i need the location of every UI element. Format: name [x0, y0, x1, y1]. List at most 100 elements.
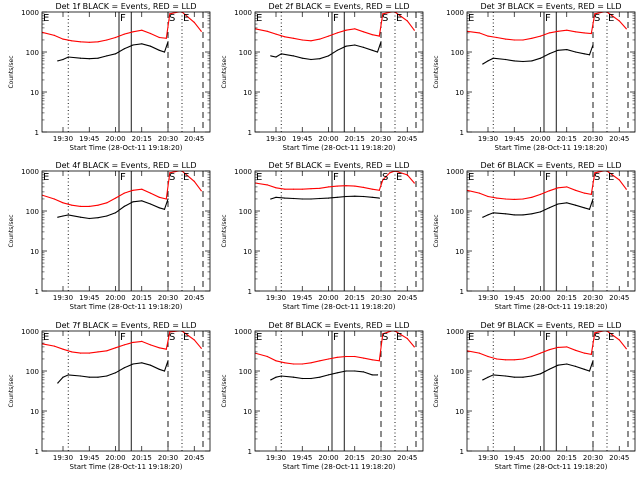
- x-tick-label: 20:00: [530, 294, 550, 302]
- marker-label: S: [169, 13, 175, 24]
- series-point: [301, 198, 303, 200]
- series-point: [487, 35, 489, 37]
- series-point: [158, 207, 160, 209]
- series-point: [270, 55, 272, 57]
- x-tick-label: 20:00: [318, 294, 338, 302]
- x-tick-label: 19:30: [266, 135, 286, 143]
- series-point: [531, 213, 533, 215]
- marker-label: E: [608, 172, 614, 183]
- series-point: [548, 368, 550, 370]
- x-tick-label: 20:45: [397, 454, 417, 462]
- series-point: [336, 32, 338, 34]
- series-point: [557, 364, 559, 366]
- series-point: [71, 351, 73, 353]
- y-tick-label: 1: [248, 129, 252, 137]
- y-tick-label: 100: [239, 368, 252, 376]
- series-point: [625, 188, 627, 190]
- y-tick-label: 100: [239, 208, 252, 216]
- marker-label: F: [545, 13, 551, 24]
- plot-frame: [466, 330, 636, 452]
- series-events: [57, 41, 169, 62]
- series-point: [539, 352, 542, 354]
- marker-label: E: [396, 172, 402, 183]
- series-point: [382, 333, 384, 335]
- series-point: [319, 197, 321, 200]
- series-point: [62, 348, 64, 350]
- series-point: [62, 215, 64, 217]
- y-tick-label: 10: [455, 248, 464, 256]
- series-point: [539, 193, 542, 195]
- series-point: [275, 33, 277, 35]
- panel-title: Det 6f BLACK = Events, RED = LLD: [480, 161, 621, 170]
- marker-label: F: [545, 332, 551, 343]
- series-point: [354, 195, 356, 197]
- y-tick-label: 1000: [446, 328, 464, 336]
- x-tick-label: 19:45: [292, 454, 312, 462]
- series-point: [275, 360, 277, 362]
- x-tick-label: 19:30: [53, 135, 73, 143]
- series-point: [123, 33, 125, 35]
- x-axis-label: Start Time (28-Oct-11 19:18:20): [283, 463, 396, 471]
- panel-7: Det 7f BLACK = Events, RED = LLD Counts/s…: [8, 321, 211, 471]
- series-point: [149, 192, 152, 194]
- series-point: [301, 363, 303, 365]
- marker-label: E: [256, 332, 262, 343]
- x-tick-label: 20:30: [158, 454, 178, 462]
- y-tick-label: 1000: [234, 9, 252, 17]
- series-point: [165, 198, 167, 200]
- series-point: [378, 35, 380, 37]
- series-point: [79, 57, 82, 59]
- series-point: [106, 202, 108, 204]
- panel-1: Det 1f BLACK = Events, RED = LLD Counts/s…: [8, 2, 211, 152]
- series-point: [354, 370, 356, 372]
- marker-label: E: [468, 332, 474, 343]
- y-tick-label: 100: [451, 49, 464, 57]
- series-point: [57, 382, 59, 384]
- x-tick-label: 20:00: [530, 454, 550, 462]
- series-point: [496, 36, 498, 39]
- plot-frame: [41, 330, 211, 452]
- series-point: [106, 375, 108, 377]
- x-tick-label: 20:15: [557, 454, 577, 462]
- series-point: [158, 36, 160, 39]
- series-point: [114, 53, 117, 55]
- series-point: [158, 196, 160, 198]
- marker-label: E: [396, 332, 402, 343]
- series-point: [114, 36, 117, 39]
- series-point: [319, 58, 321, 60]
- x-tick-label: 19:45: [79, 454, 99, 462]
- series-point: [625, 348, 627, 350]
- series-point: [618, 179, 620, 181]
- y-tick-label: 100: [26, 49, 39, 57]
- series-point: [362, 357, 365, 359]
- y-tick-label: 10: [243, 89, 252, 97]
- series-point: [97, 217, 99, 219]
- x-tick-label: 19:30: [478, 135, 498, 143]
- series-point: [378, 360, 380, 362]
- marker-label: F: [333, 172, 339, 183]
- series-point: [275, 56, 277, 58]
- series-point: [371, 359, 373, 361]
- x-axis-label: Start Time (28-Oct-11 19:18:20): [495, 303, 608, 311]
- plot-area: [255, 331, 417, 451]
- series-events: [57, 360, 169, 384]
- series-point: [345, 185, 347, 187]
- series-point: [79, 375, 82, 377]
- y-axis-label: Counts/sec: [221, 374, 228, 407]
- series-point: [167, 41, 169, 43]
- series-point: [574, 349, 577, 351]
- x-tick-label: 20:30: [158, 135, 178, 143]
- x-tick-label: 20:15: [132, 135, 152, 143]
- series-point: [53, 198, 55, 200]
- series-point: [163, 370, 166, 372]
- y-tick-label: 1000: [446, 168, 464, 176]
- series-point: [594, 332, 596, 334]
- series-point: [592, 44, 594, 46]
- series-point: [588, 370, 591, 372]
- plot-area: [42, 171, 204, 291]
- series-point: [482, 216, 484, 218]
- series-point: [478, 192, 480, 194]
- panel-title: Det 4f BLACK = Events, RED = LLD: [55, 161, 196, 170]
- series-point: [88, 41, 90, 43]
